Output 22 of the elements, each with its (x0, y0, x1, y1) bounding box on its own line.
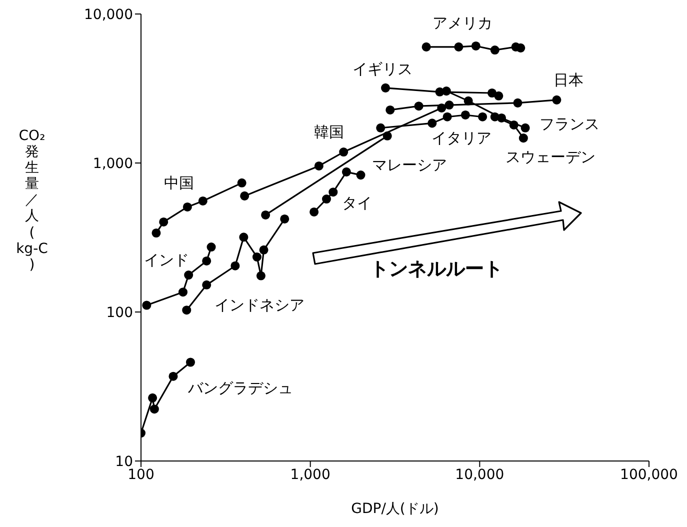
series-label: アメリカ (432, 14, 492, 32)
series-label: イギリス (352, 60, 413, 78)
y-tick-label: 10,000 (84, 6, 133, 23)
series-label: インド (144, 251, 190, 270)
series-label: タイ (342, 194, 372, 212)
series-label: マレーシア (372, 156, 447, 174)
x-tick-label: 100,000 (620, 466, 678, 483)
x-axis-title: GDP/人(ドル) (351, 501, 439, 517)
series-label: バングラデシュ (187, 378, 294, 397)
series-label: スウェーデン (505, 148, 596, 166)
series-label: フランス (539, 114, 600, 133)
x-tick-label: 10,000 (455, 466, 504, 483)
series-label: イタリア (431, 128, 492, 147)
series-label: 韓国 (314, 122, 344, 141)
y-tick-label: 100 (106, 304, 133, 321)
series-label: インドネシア (214, 296, 305, 314)
y-tick-label: 1,000 (92, 156, 133, 172)
series-label: 日本 (554, 70, 584, 89)
text: CO₂発生量／人(kg-C) (16, 128, 48, 273)
x-tick-label: 1,000 (290, 466, 330, 483)
series-label: 中国 (164, 174, 194, 192)
annotation: トンネルルート (370, 257, 503, 282)
